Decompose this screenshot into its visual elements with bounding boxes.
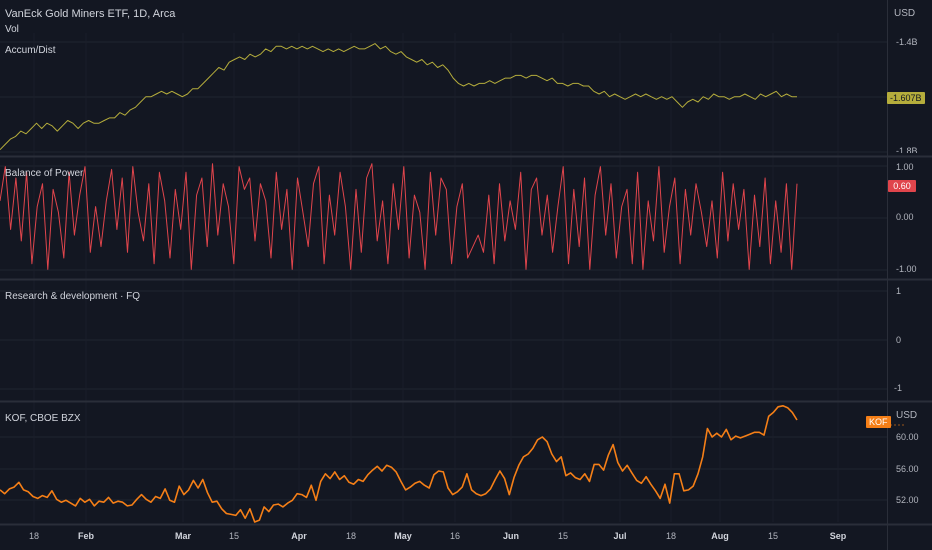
x-tick-label: Feb xyxy=(77,531,95,541)
accum-dist-label[interactable]: Accum/Dist xyxy=(5,45,56,56)
x-tick-label: Sep xyxy=(829,531,847,541)
x-tick-label: 18 xyxy=(665,531,677,541)
series-layer xyxy=(0,43,905,523)
rnd-label[interactable]: Research & development · FQ xyxy=(5,291,141,302)
x-tick-label: Jun xyxy=(502,531,520,541)
price-axis-currency: USD xyxy=(894,8,916,19)
x-tick-label: Apr xyxy=(291,531,307,541)
kof-symbol-badge: KOF xyxy=(866,416,891,428)
chart-title: VanEck Gold Miners ETF, 1D, Arca xyxy=(5,8,176,20)
x-tick-label: 16 xyxy=(449,531,461,541)
bop-label[interactable]: Balance of Power xyxy=(5,168,84,179)
kof-axis-currency: USD xyxy=(896,410,918,421)
x-tick-label: 18 xyxy=(345,531,357,541)
x-tick-label: 15 xyxy=(557,531,569,541)
volume-label: Vol xyxy=(5,24,19,32)
accum-ytick-bottom: -1.8B xyxy=(896,146,918,153)
bop-last-value-badge: 0.60 xyxy=(888,180,916,192)
kof-label[interactable]: KOF, CBOE BZX xyxy=(5,413,81,424)
bop-ytick-bottom: -1.00 xyxy=(896,264,917,274)
x-tick-label: Jul xyxy=(613,531,627,541)
bop-ytick-top: 1.00 xyxy=(896,162,914,172)
bop-ytick-mid: 0.00 xyxy=(896,212,914,222)
x-tick-label: Aug xyxy=(711,531,729,541)
kof-series-line xyxy=(0,404,798,523)
rnd-ytick-top: 1 xyxy=(896,286,902,296)
x-tick-label: May xyxy=(394,531,412,541)
kof-ytick-60: 60.00 xyxy=(896,432,919,442)
rnd-ytick-bottom: -1 xyxy=(894,383,903,393)
kof-ytick-52: 52.00 xyxy=(896,495,919,505)
accum-ytick-top: -1.4B xyxy=(896,37,918,47)
x-tick-label: Mar xyxy=(174,531,192,541)
accum-series-line xyxy=(0,43,797,151)
rnd-ytick-mid: 0 xyxy=(896,335,902,345)
x-tick-label: 15 xyxy=(228,531,240,541)
x-tick-label: 15 xyxy=(767,531,779,541)
x-tick-label: 18 xyxy=(28,531,40,541)
bop-series-line xyxy=(0,163,798,270)
kof-ytick-56: 56.00 xyxy=(896,464,919,474)
grid-lines xyxy=(0,33,887,522)
accum-last-value-badge: -1.607B xyxy=(887,92,925,104)
